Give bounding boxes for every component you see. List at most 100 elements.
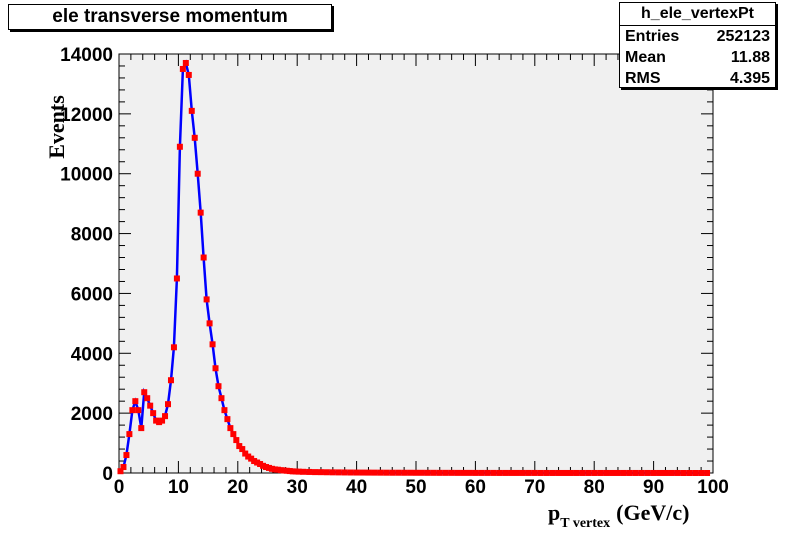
- data-point: [165, 401, 172, 408]
- data-point: [129, 407, 136, 414]
- data-point: [120, 464, 127, 471]
- x-tick-label: 100: [697, 477, 729, 498]
- data-point: [430, 469, 437, 476]
- x-tick-label: 30: [287, 477, 308, 498]
- y-axis-label: Events: [44, 95, 69, 159]
- data-point: [597, 469, 604, 476]
- x-tick-label: 0: [114, 477, 125, 498]
- data-point: [674, 469, 681, 476]
- data-point: [162, 413, 169, 420]
- x-axis-label-unit: (GeV/c): [616, 500, 689, 525]
- data-point: [686, 470, 693, 476]
- data-point: [188, 107, 195, 114]
- data-point: [632, 469, 639, 476]
- data-point: [418, 469, 425, 476]
- data-point: [335, 469, 342, 476]
- data-point: [221, 407, 228, 414]
- data-point: [117, 468, 124, 475]
- data-point: [573, 469, 580, 476]
- data-point: [698, 470, 705, 476]
- data-point: [413, 469, 419, 476]
- data-point: [135, 407, 142, 414]
- data-point: [239, 446, 246, 453]
- data-point: [185, 71, 192, 78]
- y-tick-label: 2000: [71, 404, 113, 425]
- data-point: [371, 469, 378, 476]
- x-tick-label: 80: [584, 477, 605, 498]
- data-point: [383, 469, 390, 476]
- x-axis-label-main: p: [548, 500, 560, 525]
- y-tick-label: 0: [102, 464, 113, 485]
- stats-value: 252123: [716, 28, 770, 45]
- data-point: [644, 469, 651, 476]
- data-point: [218, 395, 225, 402]
- data-point: [224, 416, 231, 423]
- data-point: [567, 469, 574, 476]
- data-point: [472, 469, 479, 476]
- data-point: [126, 431, 133, 438]
- data-point: [323, 469, 330, 476]
- data-point: [144, 395, 151, 402]
- stats-label: Entries: [625, 28, 680, 45]
- data-point: [591, 469, 598, 476]
- data-point: [585, 469, 592, 476]
- data-point: [191, 134, 198, 141]
- data-point: [609, 469, 616, 476]
- data-point: [555, 469, 562, 476]
- x-tick-label: 60: [465, 477, 486, 498]
- data-point: [353, 469, 360, 476]
- data-point: [525, 469, 532, 476]
- data-point: [206, 320, 213, 327]
- stats-value: 4.395: [729, 70, 770, 87]
- data-point: [182, 59, 189, 66]
- y-tick-label: 8000: [71, 225, 113, 246]
- stats-row-mean: Mean 11.88: [620, 47, 775, 68]
- data-point: [123, 452, 130, 459]
- data-markers: [117, 59, 711, 476]
- data-point: [365, 469, 372, 476]
- data-point: [230, 431, 237, 438]
- data-point: [650, 469, 657, 476]
- y-tick-label: 4000: [71, 344, 113, 365]
- data-point: [138, 425, 145, 432]
- x-tick-label: 70: [524, 477, 545, 498]
- data-point: [490, 469, 497, 476]
- stats-box: h_ele_vertexPt Entries 252123 Mean 11.88…: [619, 2, 776, 88]
- data-point: [200, 254, 207, 261]
- plot-frame: [118, 53, 714, 474]
- data-point: [197, 209, 204, 216]
- data-point: [173, 275, 180, 282]
- data-point: [306, 468, 313, 475]
- data-point: [579, 469, 586, 476]
- x-tick-label: 20: [227, 477, 248, 498]
- data-point: [132, 398, 139, 405]
- x-tick-label: 40: [346, 477, 367, 498]
- data-point: [170, 344, 177, 351]
- data-point: [692, 470, 699, 476]
- data-point: [141, 389, 148, 396]
- data-point: [537, 469, 544, 476]
- x-axis-label-sub: T vertex: [560, 516, 610, 531]
- x-axis-label: pT vertex (GeV/c): [548, 500, 689, 531]
- data-point: [484, 469, 491, 476]
- data-point: [626, 469, 633, 476]
- data-point: [295, 468, 302, 475]
- y-tick-label: 10000: [60, 165, 113, 186]
- data-point: [159, 417, 166, 424]
- data-point: [656, 469, 663, 476]
- data-point: [377, 469, 384, 476]
- data-point: [150, 410, 157, 417]
- data-point: [347, 469, 354, 476]
- data-point: [300, 468, 307, 475]
- data-point: [454, 469, 461, 476]
- data-point: [561, 469, 568, 476]
- data-point: [227, 425, 234, 432]
- data-point: [389, 469, 396, 476]
- data-point: [620, 469, 627, 476]
- data-point: [502, 469, 509, 476]
- data-point: [215, 383, 222, 390]
- data-point: [513, 469, 520, 476]
- data-point: [424, 469, 431, 476]
- x-tick-label: 90: [643, 477, 664, 498]
